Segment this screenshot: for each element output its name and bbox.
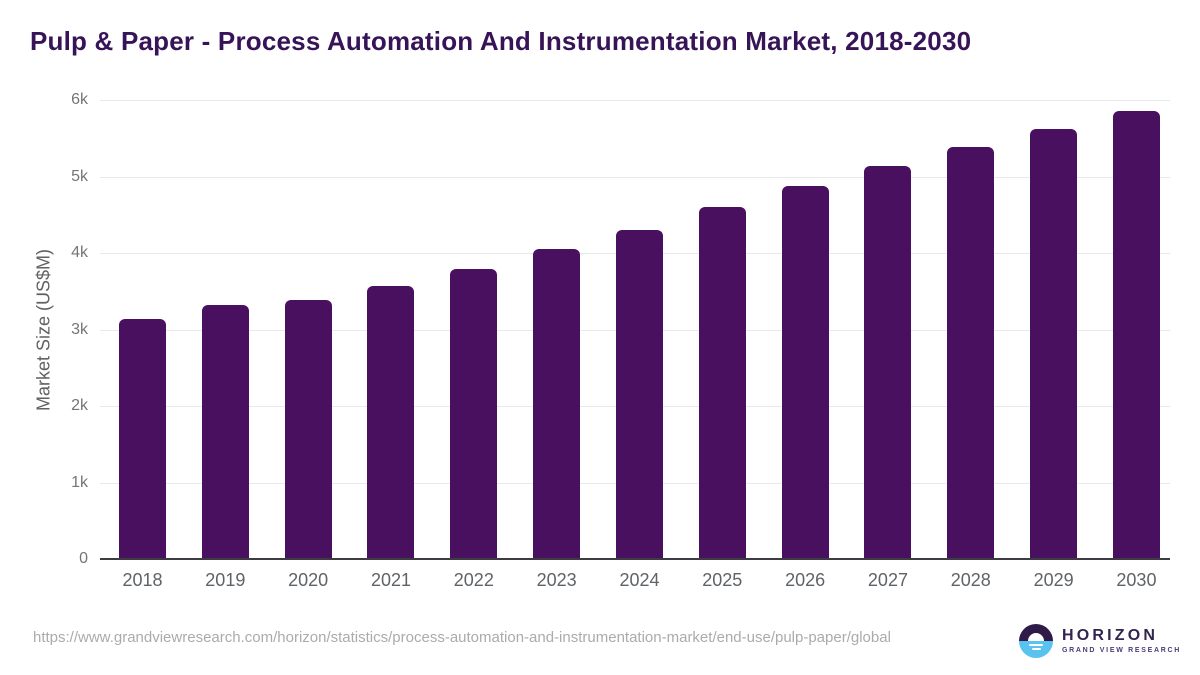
x-tick-2019: 2019 xyxy=(205,570,246,590)
x-tick-2030: 2030 xyxy=(1116,570,1157,590)
x-tick-2026: 2026 xyxy=(785,570,826,590)
source-url: https://www.grandviewresearch.com/horizo… xyxy=(33,629,891,646)
bar-2027[interactable] xyxy=(864,165,912,559)
bar-2024[interactable] xyxy=(615,230,663,559)
y-tick-3k: 3k xyxy=(71,320,88,338)
horizon-logo: HORIZON GRAND VIEW RESEARCH xyxy=(1019,624,1181,658)
gridline-5k xyxy=(100,176,1170,178)
bar-2023[interactable] xyxy=(533,249,581,559)
bar-2022[interactable] xyxy=(450,269,498,559)
bar-2018[interactable] xyxy=(119,318,166,559)
x-tick-2025: 2025 xyxy=(702,570,743,590)
x-tick-2027: 2027 xyxy=(867,570,908,590)
x-tick-2028: 2028 xyxy=(950,570,991,590)
plot-area xyxy=(100,100,1170,560)
logo-tagline: GRAND VIEW RESEARCH xyxy=(1062,647,1182,654)
x-tick-2021: 2021 xyxy=(370,570,411,590)
bar-series xyxy=(100,100,1170,559)
y-tick-5k: 5k xyxy=(71,167,88,185)
bar-2020[interactable] xyxy=(284,299,332,559)
y-tick-2k: 2k xyxy=(71,397,88,414)
bar-2029[interactable] xyxy=(1030,129,1078,559)
bar-2025[interactable] xyxy=(698,207,746,559)
bar-2026[interactable] xyxy=(781,185,829,559)
bar-2021[interactable] xyxy=(367,285,415,559)
chart-title: Pulp & Paper - Process Automation And In… xyxy=(30,26,972,56)
logo-sun-shape xyxy=(1028,632,1044,641)
y-axis-tick-labels: 0 1k 2k 3k 4k 5k 6k xyxy=(28,91,88,567)
gridline-6k xyxy=(100,100,1170,101)
bar-2028[interactable] xyxy=(947,146,995,559)
x-tick-2018: 2018 xyxy=(122,570,163,590)
y-tick-1k: 1k xyxy=(71,473,88,491)
x-tick-2029: 2029 xyxy=(1033,570,1074,590)
x-axis-line xyxy=(100,558,1170,560)
y-tick-4k: 4k xyxy=(71,244,88,261)
x-tick-2024: 2024 xyxy=(619,570,660,590)
y-tick-0: 0 xyxy=(79,550,88,567)
bar-2030[interactable] xyxy=(1112,110,1160,559)
x-axis-tick-labels: 2018 2019 2020 2021 2022 2023 2024 2025 2026 2027… xyxy=(100,570,1170,591)
logo-wordmark: HORIZON xyxy=(1062,627,1159,644)
logo-water-line xyxy=(1029,643,1043,647)
bar-2019[interactable] xyxy=(201,305,249,559)
x-tick-2020: 2020 xyxy=(288,570,329,590)
horizon-sunrise-icon xyxy=(1019,624,1053,658)
x-tick-2023: 2023 xyxy=(536,570,577,590)
logo-water-line xyxy=(1031,648,1041,651)
x-tick-2022: 2022 xyxy=(453,570,494,590)
y-tick-6k: 6k xyxy=(71,91,88,108)
